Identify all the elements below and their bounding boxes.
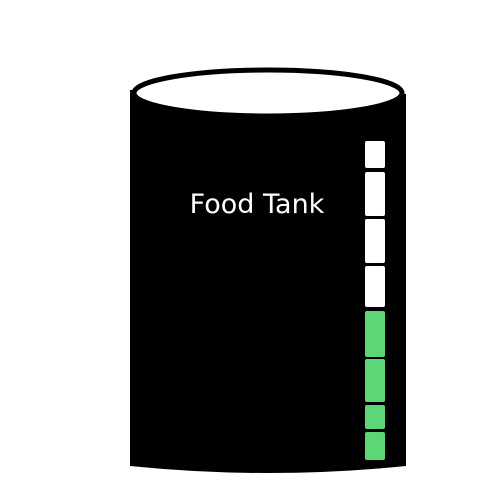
gauge-segment-filled bbox=[365, 359, 385, 402]
gauge-segment-empty bbox=[365, 219, 385, 263]
tank-top-rim bbox=[131, 67, 405, 119]
fill-level-gauge bbox=[365, 141, 385, 460]
tank-label: Food Tank bbox=[190, 189, 325, 220]
tank-body bbox=[130, 90, 406, 473]
gauge-segment-empty bbox=[365, 266, 385, 307]
gauge-segment-filled bbox=[365, 432, 385, 460]
gauge-segment-filled bbox=[365, 405, 385, 429]
gauge-segment-empty bbox=[365, 172, 385, 216]
gauge-segment-empty bbox=[365, 141, 385, 168]
gauge-segment-filled bbox=[365, 311, 385, 357]
